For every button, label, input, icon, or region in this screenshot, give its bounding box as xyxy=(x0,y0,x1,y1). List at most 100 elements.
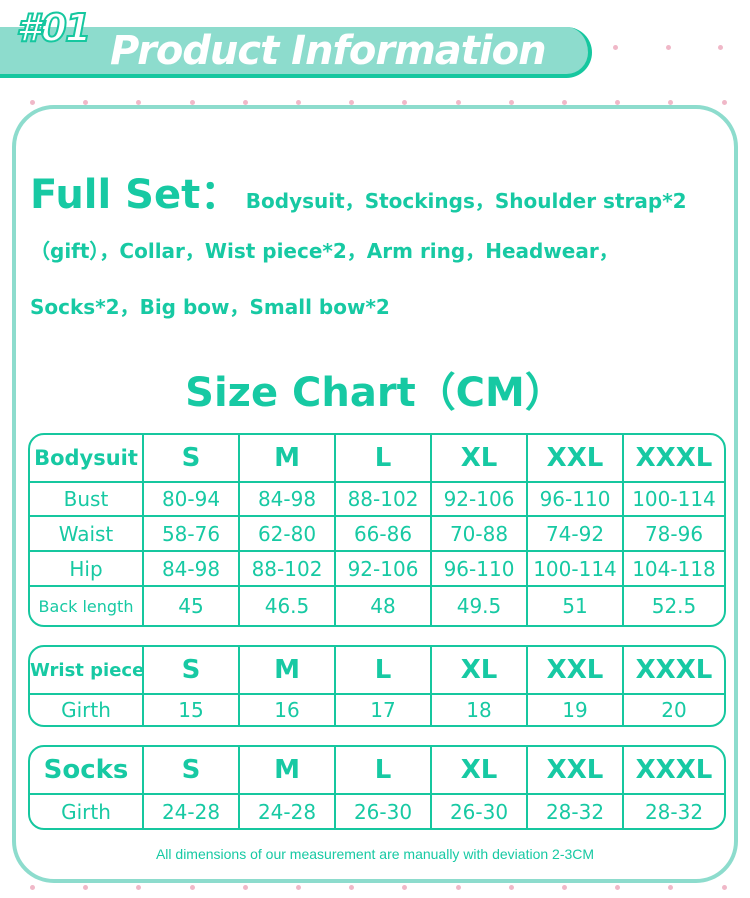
measurement-label: Hip xyxy=(30,552,144,587)
table-header-row: Bodysuit S M L XL XXL XXXL xyxy=(30,435,724,483)
size-header: L xyxy=(336,647,432,695)
table-cell: 17 xyxy=(336,695,432,725)
table-cell: 46.5 xyxy=(240,587,336,625)
dot xyxy=(721,100,727,105)
table-cell: 62-80 xyxy=(240,517,336,552)
dot xyxy=(402,885,408,890)
table-cell: 100-114 xyxy=(528,552,624,587)
table-row: Girth 15 16 17 18 19 20 xyxy=(30,695,724,725)
dot xyxy=(615,100,621,105)
dot xyxy=(30,885,35,890)
size-header: XXL xyxy=(528,647,624,695)
full-set-line1: Full Set： Bodysuit，Stockings，Shoulder st… xyxy=(30,162,687,220)
table-cell: 26-30 xyxy=(336,795,432,828)
dot xyxy=(296,100,301,105)
table-cell: 49.5 xyxy=(432,587,528,625)
table-row: Girth 24-28 24-28 26-30 26-30 28-32 28-32 xyxy=(30,795,724,828)
dot xyxy=(668,100,674,105)
table-row: Hip 84-98 88-102 92-106 96-110 100-114 104-118 xyxy=(30,552,724,587)
dot xyxy=(718,45,723,50)
wrist-piece-size-table: Wrist piece S M L XL XXL XXXL Girth 15 16 17 18 19 20 xyxy=(28,645,726,727)
table-cell: 88-102 xyxy=(336,483,432,517)
table-cell: 24-28 xyxy=(144,795,240,828)
dot xyxy=(615,885,621,890)
table-cell: 16 xyxy=(240,695,336,725)
dot xyxy=(402,100,408,105)
size-header: XXL xyxy=(528,435,624,483)
size-header: M xyxy=(240,647,336,695)
dot xyxy=(242,885,248,890)
dot xyxy=(666,45,671,50)
table-cell: 80-94 xyxy=(144,483,240,517)
size-header: XXXL xyxy=(624,647,724,695)
socks-size-table: Socks S M L XL XXL XXXL Girth 24-28 24-28 26-30 26-… xyxy=(28,745,726,830)
table-row: Bust 80-94 84-98 88-102 92-106 96-110 100-114 xyxy=(30,483,724,517)
table-header-row: Wrist piece S M L XL XXL XXXL xyxy=(30,647,724,695)
dot xyxy=(83,885,89,890)
header-banner xyxy=(0,27,592,78)
dot xyxy=(30,100,35,105)
size-header: XXL xyxy=(528,747,624,795)
measurement-label: Girth xyxy=(30,695,144,725)
dot xyxy=(613,45,618,50)
dot xyxy=(508,100,514,105)
dot xyxy=(136,100,142,105)
dot xyxy=(668,885,674,890)
dot xyxy=(349,885,355,890)
measurement-label: Waist xyxy=(30,517,144,552)
table-cell: 100-114 xyxy=(624,483,724,517)
table-cell: 24-28 xyxy=(240,795,336,828)
dot xyxy=(189,100,195,105)
table-cell: 19 xyxy=(528,695,624,725)
dot xyxy=(136,885,142,890)
table-category: Socks xyxy=(30,747,144,795)
table-cell: 96-110 xyxy=(432,552,528,587)
size-header: XL xyxy=(432,647,528,695)
table-cell: 96-110 xyxy=(528,483,624,517)
table-cell: 66-86 xyxy=(336,517,432,552)
table-category: Wrist piece xyxy=(30,647,144,695)
dot xyxy=(455,100,461,105)
table-cell: 104-118 xyxy=(624,552,724,587)
dot xyxy=(508,885,514,890)
table-cell: 70-88 xyxy=(432,517,528,552)
table-cell: 84-98 xyxy=(144,552,240,587)
size-header: S xyxy=(144,647,240,695)
dot xyxy=(349,100,355,105)
table-header-row: Socks S M L XL XXL XXXL xyxy=(30,747,724,795)
table-cell: 51 xyxy=(528,587,624,625)
measurement-note: All dimensions of our measurement are ma… xyxy=(155,846,595,862)
measurement-label: Back length xyxy=(30,587,144,625)
measurement-label: Girth xyxy=(30,795,144,828)
dot xyxy=(189,885,195,890)
full-set-items-1: Bodysuit，Stockings，Shoulder strap*2 xyxy=(245,189,687,213)
dot xyxy=(562,100,567,105)
size-header: L xyxy=(336,747,432,795)
table-cell: 58-76 xyxy=(144,517,240,552)
full-set-heading: Full Set： xyxy=(30,172,241,218)
table-row: Back length 45 46.5 48 49.5 51 52.5 xyxy=(30,587,724,625)
dot xyxy=(296,885,301,890)
size-chart-title: Size Chart（CM） xyxy=(185,370,565,416)
bodysuit-size-table: Bodysuit S M L XL XXL XXXL Bust 80-94 84-98 88-102… xyxy=(28,433,726,627)
table-cell: 52.5 xyxy=(651,594,697,618)
size-header: XL xyxy=(432,435,528,483)
table-cell: 88-102 xyxy=(240,552,336,587)
table-row: Waist 58-76 62-80 66-86 70-88 74-92 78-96 xyxy=(30,517,724,552)
table-cell: 20 xyxy=(661,698,687,722)
table-cell: 74-92 xyxy=(528,517,624,552)
table-cell: 26-30 xyxy=(432,795,528,828)
size-header: L xyxy=(336,435,432,483)
table-cell: 48 xyxy=(336,587,432,625)
measurement-label: Bust xyxy=(30,483,144,517)
dot xyxy=(242,100,248,105)
full-set-items-2: （gift），Collar，Wist piece*2，Arm ring，Head… xyxy=(30,239,619,263)
table-cell: 28-32 xyxy=(528,795,624,828)
dot xyxy=(455,885,461,890)
full-set-items-3: Socks*2，Big bow，Small bow*2 xyxy=(30,295,390,319)
table-cell: 84-98 xyxy=(240,483,336,517)
size-header: M xyxy=(240,747,336,795)
table-cell: 28-32 xyxy=(644,799,704,824)
size-header: S xyxy=(144,747,240,795)
size-header: XXXL xyxy=(624,747,724,795)
